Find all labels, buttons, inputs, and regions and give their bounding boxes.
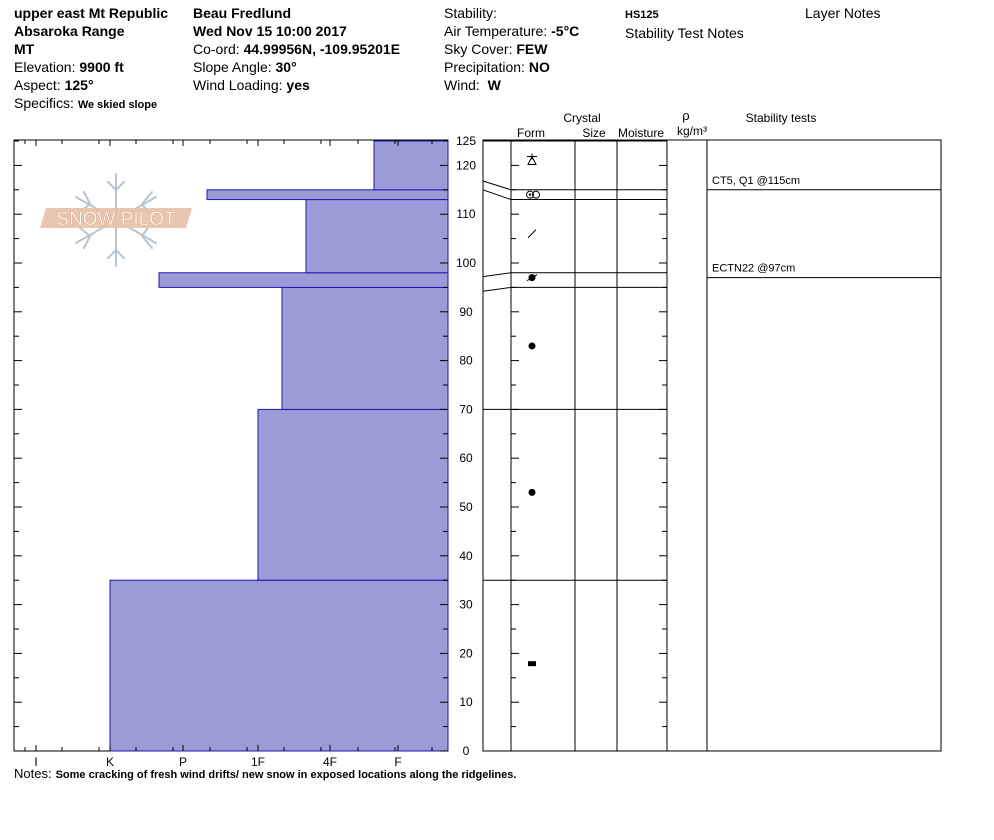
stability-tests-header: Stability tests [746, 111, 817, 125]
header-weather-block: Stability: Air Temperature: -5°C Sky Cov… [444, 4, 579, 94]
state: MT [14, 41, 35, 57]
hardness-tick-label: P [179, 755, 187, 769]
logo-text: SNOW PILOT [56, 209, 176, 230]
depth-tick-label: 110 [456, 207, 475, 221]
mountain-range: Absaroka Range [14, 23, 125, 39]
hs-value: HS125 [625, 9, 659, 21]
hardness-tick-label: K [106, 755, 114, 769]
layer-connector [482, 286, 512, 292]
wind-loading-label: Wind Loading: [193, 77, 283, 93]
hardness-bars [109, 140, 449, 752]
depth-tick-label: 50 [459, 500, 473, 514]
depth-tick-label: 125 [456, 134, 476, 148]
depth-tick-label: 10 [459, 695, 473, 709]
hardness-axis: I K P 1F 4F F [24, 140, 433, 769]
hardness-tick-label: I [34, 755, 37, 769]
aspect-value: 125° [64, 77, 94, 93]
header-location-block: upper east Mt Republic Absaroka Range MT… [14, 4, 168, 114]
depth-axis: 0 10 20 30 40 50 60 70 80 90 100 110 120 125 [14, 134, 667, 758]
hardness-bar-1 [257, 408, 449, 581]
form-header: Form [517, 126, 545, 140]
air-temp-label: Air Temperature: [444, 23, 548, 39]
grain-form-symbols [526, 153, 540, 667]
wind-loading-value: yes [286, 77, 310, 93]
specifics-value: We skied slope [77, 99, 158, 111]
layer-connector [482, 189, 512, 201]
layer-notes-label: Layer Notes [805, 5, 881, 21]
snowpilot-logo: SNOW PILOT [40, 173, 192, 267]
grain-symbol-melt-freeze [528, 661, 536, 667]
size-header: Size [582, 126, 606, 140]
precipitation-label: Precipitation: [444, 59, 525, 75]
precipitation-value: NO [528, 59, 550, 75]
depth-tick-label: 70 [459, 402, 473, 416]
notes-text: Some cracking of fresh wind drifts/ new … [56, 769, 517, 781]
stability-test-label: ECTN22 @97cm [712, 263, 795, 275]
depth-tick-label: 60 [459, 451, 473, 465]
header-observer-block: Beau Fredlund Wed Nov 15 10:00 2017 Co-o… [193, 4, 400, 94]
grain-symbol-rounded [528, 488, 536, 496]
notes-section: Notes: Some cracking of fresh wind drifts… [14, 766, 516, 781]
coord-label: Co-ord: [193, 41, 240, 57]
depth-tick-label: 100 [456, 256, 476, 270]
grain-symbol-surface-hoar [526, 190, 540, 199]
hardness-bar-0 [109, 579, 449, 752]
hardness-tick-label: 4F [323, 755, 337, 769]
hardness-bar-2 [281, 286, 449, 410]
slope-value: 30° [275, 59, 297, 75]
location: upper east Mt Republic [14, 5, 169, 21]
hardness-tick-label: F [394, 755, 401, 769]
air-temp-value: -5°C [551, 23, 580, 39]
stability-test-results: CT5, Q1 @115cm ECTN22 @97cm [707, 175, 941, 279]
density-unit-header: kg/m³ [677, 124, 707, 138]
hardness-bar-4 [305, 199, 449, 274]
depth-tick-label: 80 [459, 354, 473, 368]
specifics-label: Specifics: [14, 95, 74, 111]
observer-name: Beau Fredlund [193, 5, 292, 21]
layer-connector [482, 272, 512, 278]
slope-label: Slope Angle: [193, 59, 272, 75]
grain-symbol-faceted-rounded [526, 274, 538, 282]
grain-symbol-decomposing [527, 229, 537, 239]
wind-value: W [487, 77, 501, 93]
hardness-bar-6 [373, 140, 449, 191]
crystal-header: Crystal [563, 111, 600, 125]
grain-symbol-precipitation [527, 153, 537, 166]
moisture-header: Moisture [618, 126, 664, 140]
grain-symbol-rounded [528, 342, 536, 350]
layer-table-frame [482, 139, 942, 752]
sky-cover-value: FEW [516, 41, 548, 57]
hardness-tick-label: 1F [251, 755, 265, 769]
notes-label: Notes: [14, 766, 52, 781]
coord-value: 44.99956N, -109.95201E [243, 41, 401, 57]
elevation-value: 9900 ft [79, 59, 124, 75]
stability-test-label: CT5, Q1 @115cm [712, 175, 800, 187]
elevation-label: Elevation: [14, 59, 76, 75]
depth-tick-label: 40 [459, 549, 473, 563]
depth-tick-label: 120 [456, 158, 476, 172]
depth-tick-label: 90 [459, 305, 473, 319]
depth-tick-label: 30 [459, 598, 473, 612]
stability-label: Stability: [444, 5, 497, 21]
hardness-bar-5 [206, 189, 449, 201]
depth-tick-label: 0 [463, 744, 470, 758]
hardness-bar-3 [158, 272, 449, 288]
depth-tick-label: 20 [459, 646, 473, 660]
stability-test-notes-label: Stability Test Notes [625, 25, 744, 41]
density-rho-header: ρ [682, 108, 689, 123]
wind-label: Wind: [444, 77, 480, 93]
aspect-label: Aspect: [14, 77, 61, 93]
sky-cover-label: Sky Cover: [444, 41, 513, 57]
layer-connector [482, 180, 512, 191]
header-hs-block: HS125 Stability Test Notes [625, 4, 744, 42]
observation-datetime: Wed Nov 15 10:00 2017 [193, 23, 347, 39]
layer-boundaries [482, 140, 667, 581]
